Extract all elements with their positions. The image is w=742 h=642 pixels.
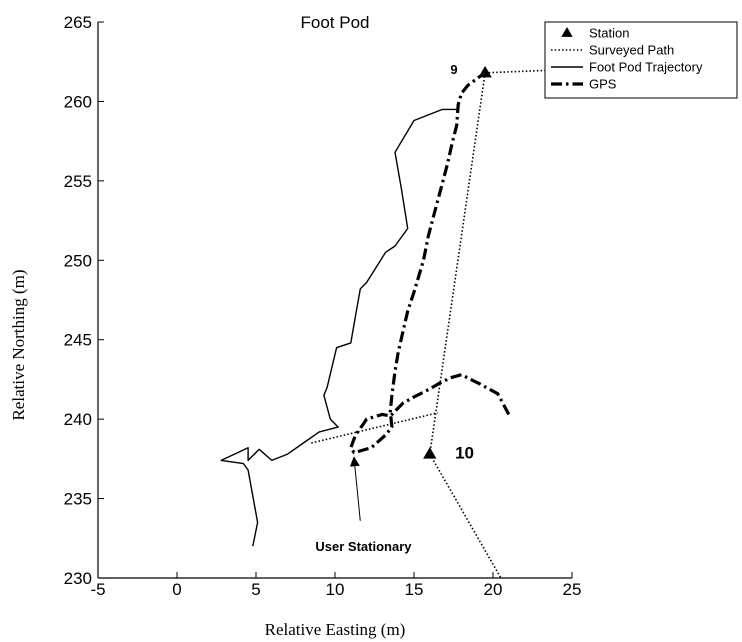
y-tick-label-4: 250 — [64, 251, 92, 270]
x-tick-label-1: 0 — [172, 580, 181, 599]
chart-title: Foot Pod — [301, 13, 370, 32]
station-marker-1 — [423, 447, 437, 459]
legend-swatch-station — [561, 27, 573, 37]
legend-label-foot-pod-trajectory: Foot Pod Trajectory — [589, 60, 703, 75]
annotation-2: User Stationary — [315, 539, 412, 554]
y-tick-label-7: 265 — [64, 13, 92, 32]
legend-label-gps: GPS — [589, 77, 617, 92]
annotation-0: 9 — [450, 62, 457, 77]
foot-pod-trajectory-line — [220, 108, 459, 547]
annotation-1: 10 — [455, 443, 474, 462]
x-tick-label-3: 10 — [326, 580, 345, 599]
y-tick-label-6: 260 — [64, 92, 92, 111]
x-tick-label-5: 20 — [484, 580, 503, 599]
plot-area: -5 0 5 10 15 20 25 230 235 240 245 250 255 260 265 9 10 U… — [64, 13, 582, 599]
y-tick-label-1: 235 — [64, 490, 92, 509]
x-tick-label-6: 25 — [563, 580, 582, 599]
station-marker-0 — [478, 65, 492, 78]
surveyed-path-segment-1 — [429, 72, 486, 455]
x-axis-title: Relative Easting (m) — [265, 620, 406, 639]
x-tick-label-2: 5 — [251, 580, 260, 599]
gps-line — [349, 74, 511, 455]
legend: Station Surveyed Path Foot Pod Trajectory G… — [544, 21, 738, 99]
y-tick-label-5: 255 — [64, 172, 92, 191]
legend-label-station: Station — [589, 26, 629, 41]
surveyed-path-segment-3 — [311, 412, 438, 444]
y-tick-label-0: 230 — [64, 569, 92, 588]
annotation-arrow-2 — [349, 456, 361, 521]
surveyed-path-segment-2 — [429, 453, 502, 579]
y-tick-label-3: 245 — [64, 331, 92, 350]
y-tick-label-2: 240 — [64, 410, 92, 429]
y-axis-title: Relative Northing (m) — [9, 269, 28, 420]
x-tick-label-0: -5 — [90, 580, 105, 599]
x-tick-label-4: 15 — [405, 580, 424, 599]
legend-label-surveyed-path: Surveyed Path — [589, 43, 674, 58]
